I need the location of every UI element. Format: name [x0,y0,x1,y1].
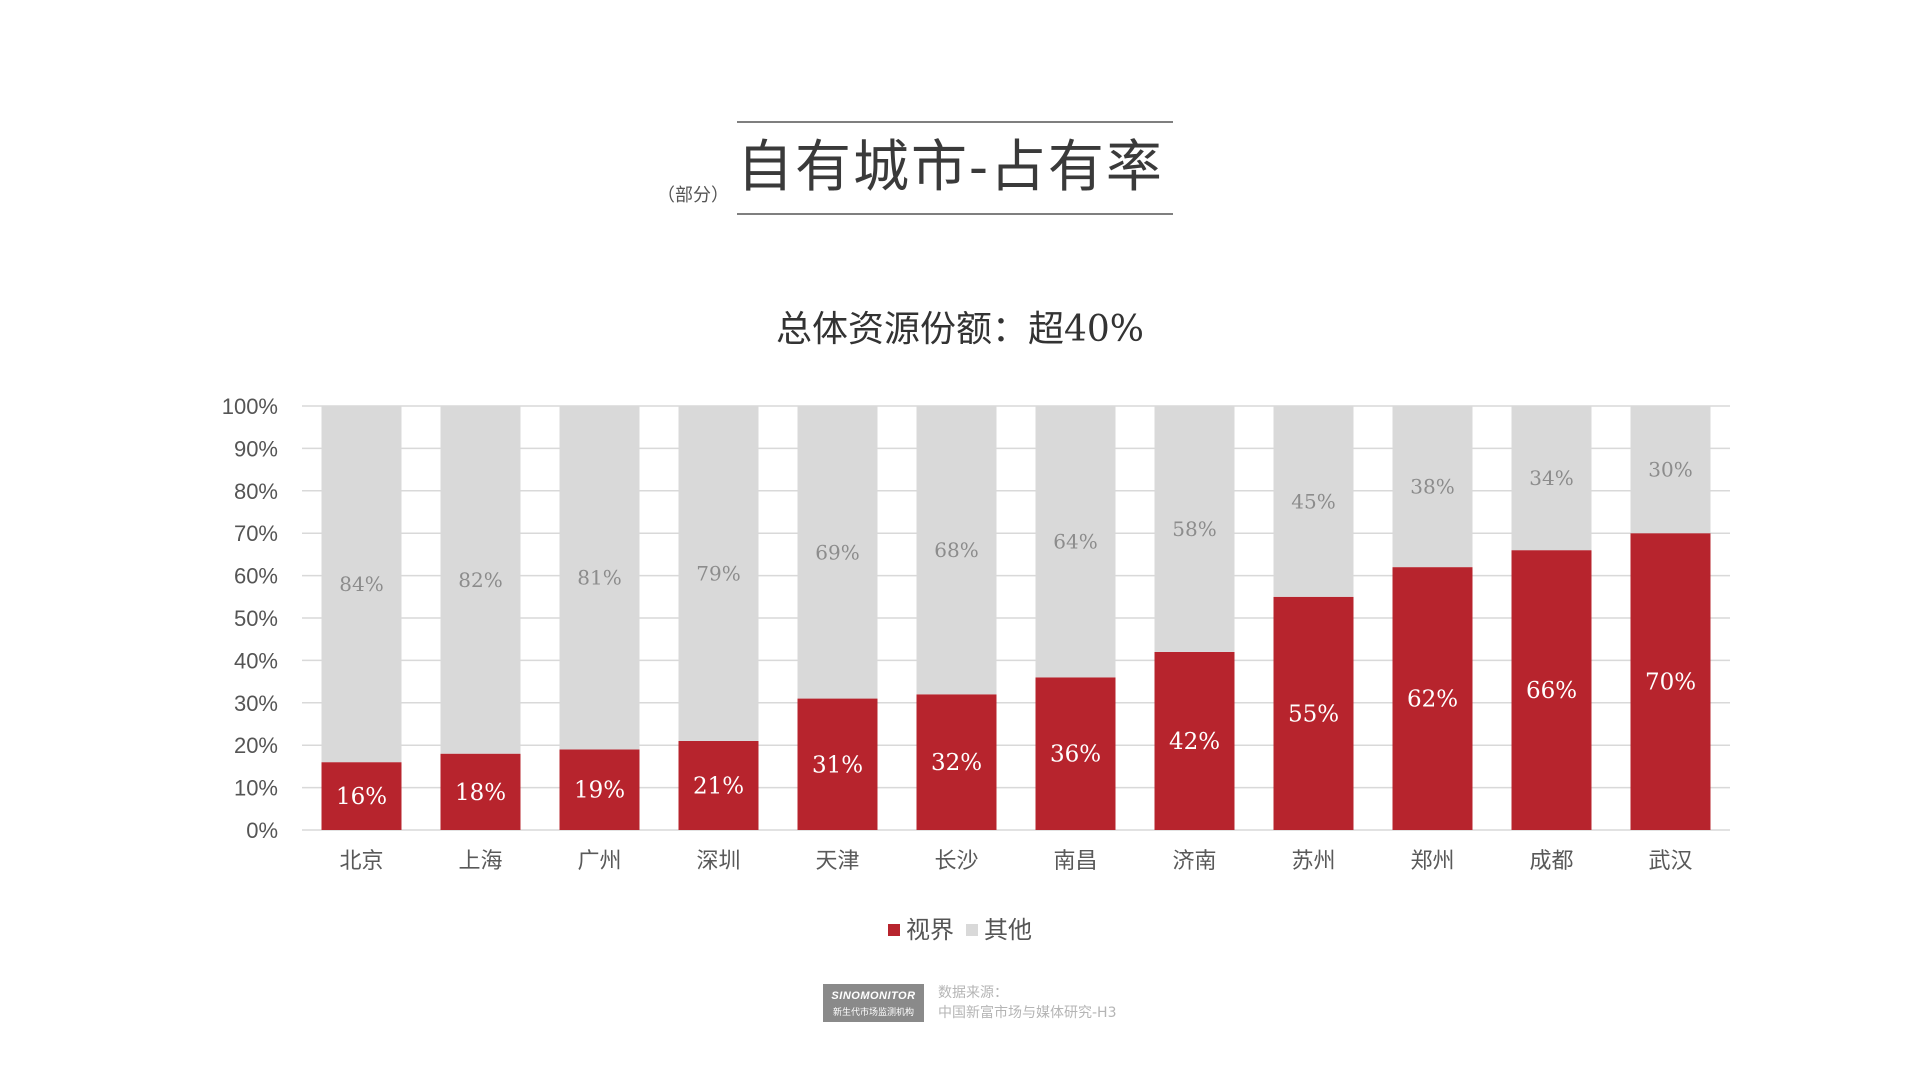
x-tick-label: 北京 [339,849,383,874]
bar-segment-primary [1154,651,1235,830]
legend-item-secondary: 其他 [966,910,1032,945]
data-label-primary: 62% [1407,687,1458,713]
legend-label-primary: 视界 [906,916,954,944]
bar-segment-secondary [1035,406,1116,678]
x-tick-label: 南昌 [1053,849,1097,874]
legend-swatch-primary [888,923,900,936]
bars-layer [321,406,1711,830]
data-label-primary: 21% [693,773,744,799]
bar-segment-secondary [1273,406,1354,597]
data-label-secondary: 38% [1410,475,1454,499]
data-label-primary: 55% [1288,701,1339,727]
data-label-primary: 36% [1050,742,1101,768]
data-label-secondary: 82% [458,568,502,592]
y-tick-label: 40% [234,648,278,673]
x-tick-label: 郑州 [1410,849,1454,874]
y-tick-label: 80% [234,479,278,504]
data-label-secondary: 68% [934,538,978,562]
bar-segment-secondary [321,406,402,763]
x-tick-label: 天津 [815,849,859,874]
title-bottom-rule [737,213,1173,215]
bar-segment-secondary [1511,406,1592,551]
page-title: 自有城市-占有率 [737,135,1164,200]
data-label-secondary: 45% [1291,489,1335,513]
y-tick-label: 100% [222,394,278,419]
data-label-primary: 18% [455,780,506,806]
data-label-primary: 16% [336,784,387,810]
bar-segment-primary [678,740,759,830]
bar-segment-primary [1511,550,1592,830]
data-label-primary: 70% [1645,670,1696,696]
data-label-secondary: 34% [1529,466,1573,490]
y-tick-label: 50% [234,606,278,631]
title-prefix: （部分） [657,185,729,206]
data-label-primary: 42% [1169,729,1220,755]
chart-legend: 视界 其他 [0,910,1920,945]
data-label-primary: 66% [1526,678,1577,704]
bar-segment-secondary [1630,406,1711,534]
y-tick-label: 10% [234,776,278,801]
x-tick-label: 济南 [1172,849,1216,874]
data-label-secondary: 81% [577,566,621,590]
data-label-secondary: 84% [339,572,383,596]
y-tick-label: 20% [234,733,278,758]
grid-layer [302,405,1730,831]
data-label-primary: 32% [931,750,982,776]
bar-segment-secondary [440,406,521,754]
bar-segment-secondary [678,406,759,741]
bar-segment-primary [1035,677,1116,830]
bar-segment-primary [321,762,402,830]
axis-layer: 0% 10% 20% 30% 40% 50% 60% 70% 80% 90% 100% 北京 上海 广州 深… [222,394,1693,874]
legend-label-secondary: 其他 [984,916,1032,944]
x-tick-label: 广州 [577,849,621,874]
data-label-secondary: 69% [815,540,859,564]
x-tick-label: 武汉 [1648,849,1692,874]
bar-segment-primary [1630,533,1711,830]
data-label-primary: 31% [812,752,863,778]
logo-wordmark: SINOMONITOR [831,990,916,1002]
data-label-primary: 19% [574,778,625,804]
x-tick-label: 成都 [1529,849,1573,874]
source-label: 数据来源： [938,985,1008,1001]
data-label-secondary: 30% [1648,458,1692,482]
title-block: （部分） 自有城市-占有率 [657,121,1177,217]
x-tick-label: 长沙 [934,849,978,874]
bar-segment-secondary [559,406,640,750]
bar-segment-primary [1273,596,1354,830]
y-tick-label: 70% [234,521,278,546]
y-tick-label: 30% [234,691,278,716]
bar-segment-primary [559,749,640,830]
legend-swatch-secondary [966,923,978,936]
bar-segment-primary [440,753,521,830]
x-tick-label: 上海 [458,849,502,874]
labels-layer: 16% 84% 18% 82% 19% 81% 21% 79% 31% 69% 32% 68% 36% 6… [336,458,1696,810]
x-tick-label: 深圳 [696,849,740,874]
bar-segment-primary [916,694,997,830]
data-label-secondary: 79% [696,561,740,585]
logo-tagline: 新生代市场监测机构 [832,1007,914,1017]
x-tick-label: 苏州 [1291,849,1335,874]
data-label-secondary: 64% [1053,530,1097,554]
legend-item-primary: 视界 [888,910,954,945]
data-label-secondary: 58% [1172,517,1216,541]
bar-segment-secondary [916,406,997,695]
bar-segment-primary [797,698,878,830]
title-top-rule [737,121,1173,123]
source-text: 中国新富市场与媒体研究-H3 [938,1005,1117,1021]
bar-segment-secondary [1392,406,1473,568]
sinomonitor-logo: SINOMONITOR 新生代市场监测机构 [823,984,924,1022]
chart-subtitle: 总体资源份额：超40% [775,309,1145,350]
bar-segment-secondary [1154,406,1235,652]
y-tick-label: 60% [234,564,278,589]
y-tick-label: 90% [234,436,278,461]
bar-segment-secondary [797,406,878,699]
y-tick-label: 0% [246,818,278,843]
bar-segment-primary [1392,567,1473,830]
